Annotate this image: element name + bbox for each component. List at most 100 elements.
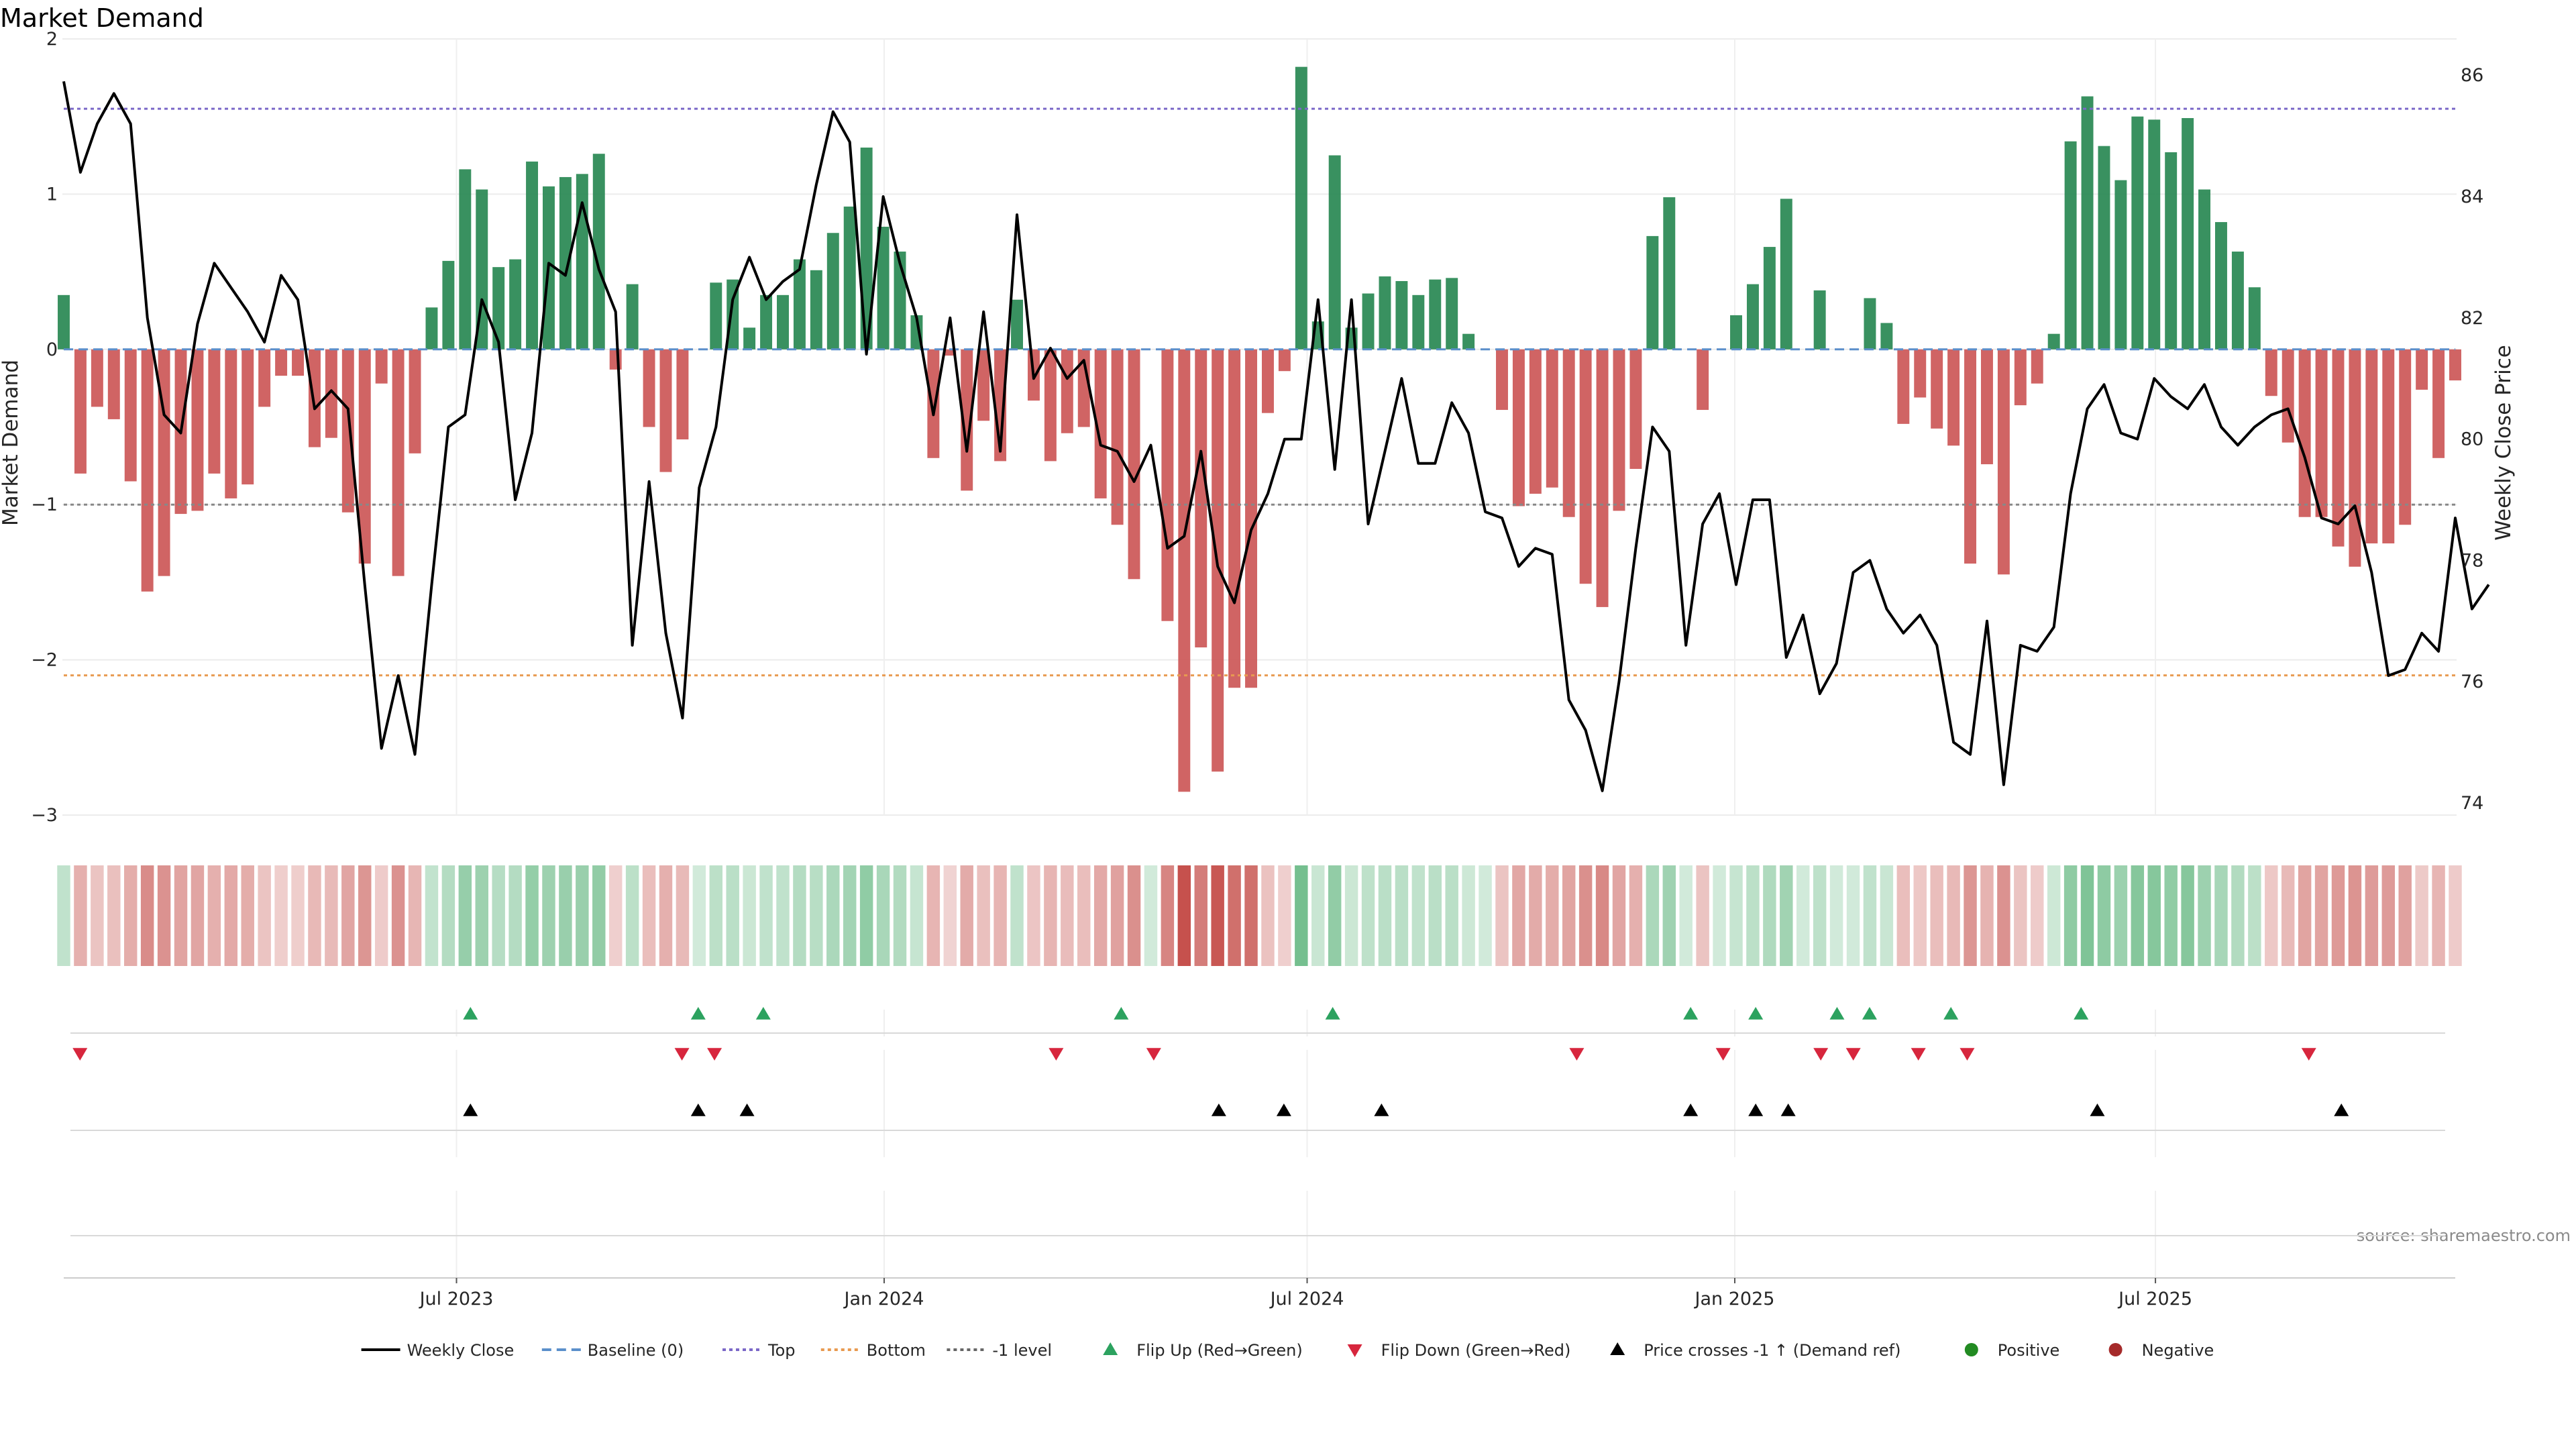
demand-bar: [91, 349, 103, 407]
heat-cell: [1896, 865, 1911, 966]
legend-label: Top: [767, 1341, 796, 1360]
heat-cell: [1462, 865, 1475, 966]
demand-bar: [1596, 349, 1609, 607]
heat-cell: [107, 865, 121, 966]
demand-bar: [1128, 349, 1140, 580]
x-tick-label: Jul 2024: [1269, 1289, 1344, 1309]
flip-up-marker: [2074, 1007, 2089, 1020]
heat-cell: [258, 865, 271, 966]
demand-bar: [2298, 349, 2311, 517]
demand-bar: [1412, 294, 1425, 350]
y2-tick-label: 74: [2461, 793, 2483, 814]
heat-cell: [241, 865, 254, 966]
demand-bar: [2349, 349, 2361, 567]
demand-bar: [208, 349, 221, 474]
heat-cell: [2398, 865, 2412, 966]
heat-cell: [1529, 865, 1542, 966]
demand-bar: [1094, 349, 1107, 498]
flip-up-marker: [690, 1007, 706, 1020]
legend-label: Baseline (0): [588, 1341, 684, 1360]
heat-cell: [341, 865, 355, 966]
flip-up-marker: [1829, 1007, 1845, 1020]
heat-cell: [1295, 865, 1308, 966]
demand-bar: [1562, 349, 1575, 517]
heat-cell: [542, 865, 555, 966]
heat-cell: [960, 865, 973, 966]
flip-down-marker: [1715, 1048, 1731, 1061]
heat-cell: [140, 865, 154, 966]
demand-bar: [609, 349, 622, 370]
demand-bar: [1646, 235, 1659, 350]
heat-cell: [391, 865, 405, 966]
heat-cell: [1344, 865, 1358, 966]
heat-cell: [2314, 865, 2328, 966]
demand-bar: [1278, 349, 1291, 372]
heat-cell: [1411, 865, 1426, 966]
heat-cell: [676, 865, 690, 966]
flip-down-marker: [1049, 1048, 1064, 1061]
heat-cell: [1746, 865, 1760, 966]
y2-tick-label: 80: [2461, 429, 2483, 450]
flip-down-marker: [1813, 1048, 1829, 1061]
demand-bar: [191, 349, 204, 511]
heat-cell: [1964, 865, 1977, 966]
heat-cell: [1479, 865, 1492, 966]
heat-cell: [743, 865, 756, 966]
demand-bar: [961, 349, 973, 491]
heat-cell: [1696, 865, 1709, 966]
demand-bar: [659, 349, 672, 472]
heat-cell: [994, 865, 1007, 966]
price-cross-marker: [690, 1104, 706, 1116]
heat-cell: [425, 865, 439, 966]
heat-cell: [826, 865, 840, 966]
demand-bar: [1061, 349, 1073, 433]
demand-bar: [308, 349, 321, 447]
demand-bar: [676, 349, 689, 440]
demand-bar: [1947, 349, 1960, 446]
demand-bar: [1864, 298, 1876, 350]
flip-down-marker: [1569, 1048, 1585, 1061]
heat-cell: [408, 865, 422, 966]
y2-axis-label: Weekly Close Price: [2491, 345, 2516, 541]
demand-bar: [2047, 333, 2060, 350]
heat-cell: [2080, 865, 2094, 966]
heat-cell: [157, 865, 171, 966]
demand-bar: [977, 349, 990, 421]
flip-up-marker: [1683, 1007, 1699, 1020]
heat-cell: [1595, 865, 1609, 966]
heat-cell: [1729, 865, 1743, 966]
heat-cell: [207, 865, 221, 966]
demand-bar: [2198, 189, 2211, 350]
demand-bar: [592, 154, 605, 350]
demand-bar: [927, 349, 940, 458]
heat-cell: [1997, 865, 2010, 966]
demand-bar: [843, 206, 856, 350]
demand-bar: [1429, 279, 1442, 350]
heat-cell: [1846, 865, 1860, 966]
y-axis-ticks: 2 1 0 −1 −2 −3: [31, 29, 58, 826]
legend-label: Bottom: [867, 1341, 926, 1360]
demand-bar: [74, 349, 87, 474]
demand-bar: [241, 349, 254, 485]
heat-cell: [576, 865, 589, 966]
demand-bar: [1228, 349, 1241, 688]
heat-cell: [308, 865, 321, 966]
heat-cell: [1194, 865, 1208, 966]
legend-label: Flip Up (Red→Green): [1136, 1341, 1303, 1360]
demand-bar: [2332, 349, 2345, 547]
event-markers: [64, 1007, 2455, 1279]
demand-bar: [559, 176, 572, 350]
heat-cell: [91, 865, 104, 966]
price-cross-marker: [1211, 1104, 1226, 1116]
price-line-group: [62, 80, 2490, 792]
demand-bar: [2315, 349, 2328, 517]
demand-bar: [2248, 287, 2261, 350]
heat-cell: [2031, 865, 2044, 966]
heat-cell: [1512, 865, 1525, 966]
heat-cell: [1077, 865, 1091, 966]
heat-cell: [224, 865, 238, 966]
demand-bar: [2365, 349, 2378, 544]
heat-cell: [1010, 865, 1024, 966]
heat-cell: [876, 865, 890, 966]
demand-bar: [743, 327, 756, 350]
